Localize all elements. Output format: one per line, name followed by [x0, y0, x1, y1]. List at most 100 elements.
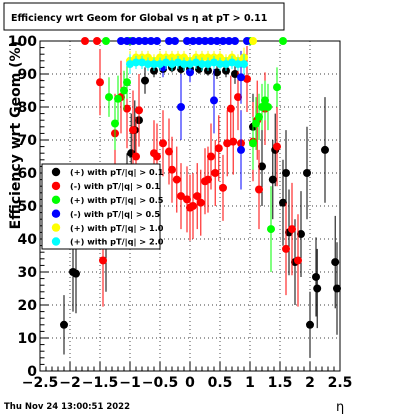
- y-tick-label: 10: [18, 331, 38, 347]
- legend-label: (+) with pT/|q| > 1.0: [70, 223, 164, 233]
- legend: (+) with pT/|q| > 0.1 (-) with pT/|q| > 0…: [41, 163, 164, 250]
- x-tick-label: 0: [185, 375, 195, 391]
- data-point: [219, 183, 227, 192]
- y-tick-label: 60: [18, 166, 38, 182]
- data-point: [153, 152, 161, 161]
- data-point: [222, 60, 230, 69]
- data-point: [114, 94, 122, 103]
- data-point: [252, 119, 260, 128]
- data-point: [183, 195, 191, 204]
- legend-label: (+) with pT/|q| > 2.0: [70, 237, 164, 247]
- data-point: [213, 68, 221, 77]
- data-point: [165, 147, 173, 156]
- legend-marker: [51, 181, 61, 191]
- data-point: [237, 73, 245, 82]
- data-point: [72, 269, 80, 278]
- data-point: [331, 258, 340, 267]
- data-point: [105, 93, 113, 102]
- data-point: [240, 60, 248, 69]
- data-point: [171, 37, 179, 45]
- data-point: [229, 137, 238, 146]
- data-point: [129, 37, 137, 45]
- data-point: [219, 37, 227, 45]
- legend-label: (+) with pT/|q| > 0.5: [70, 195, 164, 205]
- data-point: [138, 58, 146, 67]
- data-point: [207, 152, 215, 161]
- data-point: [123, 78, 131, 87]
- y-tick-labels: 0 10 20 30 40 50 60 70 80 90 100: [8, 34, 37, 380]
- data-point: [228, 58, 236, 67]
- data-point: [189, 37, 197, 45]
- y-tick-label: 100: [8, 34, 37, 50]
- data-point: [120, 86, 128, 95]
- data-point: [234, 93, 242, 102]
- data-point: [102, 37, 110, 45]
- x-tick-labels: −2.5 −2 −1.5 −1 −0.5 0 0.5 1 1.5 2 2.5: [22, 375, 353, 391]
- x-tick-label: 0.5: [208, 375, 233, 391]
- data-point: [132, 152, 140, 161]
- data-point: [282, 244, 290, 253]
- legend-marker: [51, 195, 61, 204]
- data-point: [216, 60, 224, 69]
- data-point: [168, 165, 176, 174]
- data-point: [255, 112, 263, 121]
- legend-marker: [51, 209, 61, 218]
- data-point: [132, 58, 140, 67]
- data-point: [96, 78, 104, 87]
- legend-label: (-) with pT/|q| > 0.1: [70, 181, 160, 191]
- data-point: [234, 60, 242, 69]
- data-point: [237, 145, 245, 154]
- data-point: [243, 74, 251, 83]
- data-point: [99, 256, 107, 265]
- data-point: [255, 185, 263, 194]
- data-point: [180, 60, 188, 69]
- data-point: [60, 320, 68, 329]
- data-point: [279, 198, 287, 207]
- data-point: [162, 58, 170, 67]
- data-point: [231, 37, 239, 45]
- data-point: [174, 58, 182, 67]
- data-point: [193, 192, 202, 201]
- data-point: [282, 169, 290, 177]
- data-point: [264, 103, 272, 111]
- x-tick-label: −2: [59, 375, 80, 391]
- data-point: [183, 37, 191, 45]
- data-point: [141, 37, 149, 45]
- data-point: [192, 58, 200, 67]
- data-point: [135, 37, 143, 45]
- y-tick-label: 30: [18, 265, 38, 281]
- data-point: [288, 225, 296, 234]
- x-tick-label: 2: [305, 375, 315, 391]
- data-point: [196, 198, 205, 207]
- x-axis-label: η: [336, 400, 344, 414]
- data-point: [207, 37, 215, 45]
- data-point: [144, 60, 152, 69]
- x-tick-label: −2.5: [22, 375, 59, 391]
- data-point: [214, 144, 223, 153]
- timestamp: Thu Nov 24 13:00:51 2022: [4, 402, 130, 412]
- legend-marker: [51, 167, 61, 177]
- data-point: [312, 272, 320, 281]
- y-tick-label: 80: [18, 100, 38, 116]
- data-point: [204, 175, 212, 184]
- data-point: [81, 37, 89, 45]
- data-point: [177, 192, 185, 201]
- data-point: [168, 60, 176, 69]
- legend-label: (-) with pT/|q| > 0.5: [70, 209, 160, 219]
- data-point: [117, 37, 125, 45]
- data-point: [211, 169, 220, 177]
- data-point: [213, 37, 221, 45]
- data-point: [258, 103, 266, 111]
- data-point: [123, 104, 131, 113]
- x-tick-label: −0.5: [142, 375, 179, 391]
- legend-label: (+) with pT/|q| > 0.1: [70, 167, 164, 177]
- data-point: [186, 68, 194, 77]
- y-axis-label: Efficiency wrt Geom (%): [8, 41, 24, 229]
- data-point: [153, 37, 161, 45]
- x-tick-label: −1: [119, 375, 140, 391]
- data-point: [129, 126, 137, 135]
- data-point: [165, 37, 173, 45]
- chart-title: Efficiency wrt Geom for Global vs η at p…: [11, 13, 267, 24]
